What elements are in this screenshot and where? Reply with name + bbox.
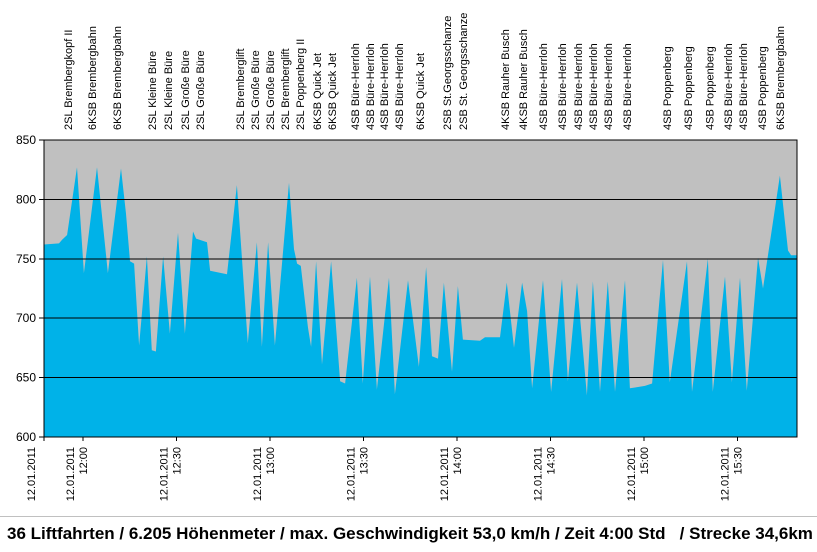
x-tick-date-label: 12.01.2011 [345,447,357,501]
x-tick-time-label: 15:00 [639,447,651,475]
lift-ride-label: 4SB Büre-Herrloh [723,43,735,130]
lift-ride-label: 2SL Große Büre [195,50,207,130]
x-tick-time-label: 12:30 [171,447,183,475]
lift-ride-label: 6KSB Quick Jet [312,53,324,130]
lift-ride-label: 4SB Poppenberg [757,46,769,130]
x-tick-date-label: 12.01.2011 [26,447,38,501]
lift-ride-label: 4SB Büre-Herrloh [588,43,600,130]
lift-ride-label: 2SL Große Büre [180,50,192,130]
lift-ride-label: 4SB Büre-Herrloh [738,43,750,130]
x-tick-time-label: 12:00 [78,447,90,475]
summary-footer: 36 Liftfahrten / 6.205 Höhenmeter / max.… [7,524,813,543]
lift-ride-label: 4SB Büre-Herrloh [394,43,406,130]
lift-ride-label: 6KSB Quick Jet [415,53,427,130]
x-tick-time-label: 13:30 [358,447,370,475]
lift-ride-label: 4SB Büre-Herrloh [538,43,550,130]
y-tick-label: 650 [16,371,36,385]
y-tick-label: 750 [16,252,36,266]
x-tick-time-label: 15:30 [732,447,744,475]
plot-border [43,139,798,438]
x-tick-date-label: 12.01.2011 [65,447,77,501]
x-tick-date-label: 12.01.2011 [626,447,638,501]
lift-ride-label: 2SL Große Büre [250,50,262,130]
x-tick-time-label: 13:00 [265,447,277,475]
lift-ride-label: 2SL Bremberglift [235,48,247,130]
lift-ride-label: 2SB St.Georgsschanze [442,16,454,130]
lift-ride-label: 4SB Poppenberg [705,46,717,130]
lift-ride-label: 2SL Kleine Büre [163,51,175,130]
lift-ride-label: 4KSB Rauher Busch [518,29,530,130]
lift-ride-label: 4SB Büre-Herrloh [379,43,391,130]
x-tick-date-label: 12.01.2011 [252,447,264,501]
lift-ride-label: 2SL Kleine Büre [147,51,159,130]
y-tick-label: 800 [16,192,36,206]
lift-ride-label: 6KSB Brembergbahn [775,26,787,130]
x-tick-time-label: 14:00 [452,447,464,475]
lift-ride-label: 4SB Büre-Herrloh [365,43,377,130]
elevation-area [44,167,797,438]
y-tick-label: 850 [16,133,36,147]
lift-ride-label: 6KSB Brembergbahn [112,26,124,130]
lift-ride-label: 4SB Büre-Herrloh [350,43,362,130]
lift-ride-label: 6KSB Quick Jet [327,53,339,130]
lift-ride-label: 4KSB Rauher Busch [500,29,512,130]
x-tick-time-label: 14:30 [545,447,557,475]
x-tick-date-label: 12.01.2011 [158,447,170,501]
x-tick-date-label: 12.01.2011 [532,447,544,501]
x-tick-date-label: 12.01.2011 [439,447,451,501]
lift-ride-label: 2SL Bremberglift [280,48,292,130]
lift-ride-label: 2SB St. Georgsschanze [458,13,470,130]
y-tick-label: 700 [16,311,36,325]
lift-ride-label: 2SL Brembergkopf II [63,30,75,130]
lift-ride-label: 4SB Büre-Herrloh [557,43,569,130]
lift-ride-label: 4SB Büre-Herrloh [573,43,585,130]
lift-ride-label: 4SB Poppenberg [662,46,674,130]
footer-separator [0,516,817,517]
x-tick-date-label: 12.01.2011 [719,447,731,501]
lift-ride-label: 4SB Poppenberg [683,46,695,130]
lift-ride-label: 4SB Büre-Herrloh [622,43,634,130]
y-tick-label: 600 [16,430,36,444]
lift-ride-label: 4SB Büre-Herrloh [603,43,615,130]
lift-ride-label: 2SL Große Büre [265,50,277,130]
lift-ride-label: 2SL Poppenberg II [295,39,307,130]
lift-ride-label: 6KSB Brembergbahn [87,26,99,130]
